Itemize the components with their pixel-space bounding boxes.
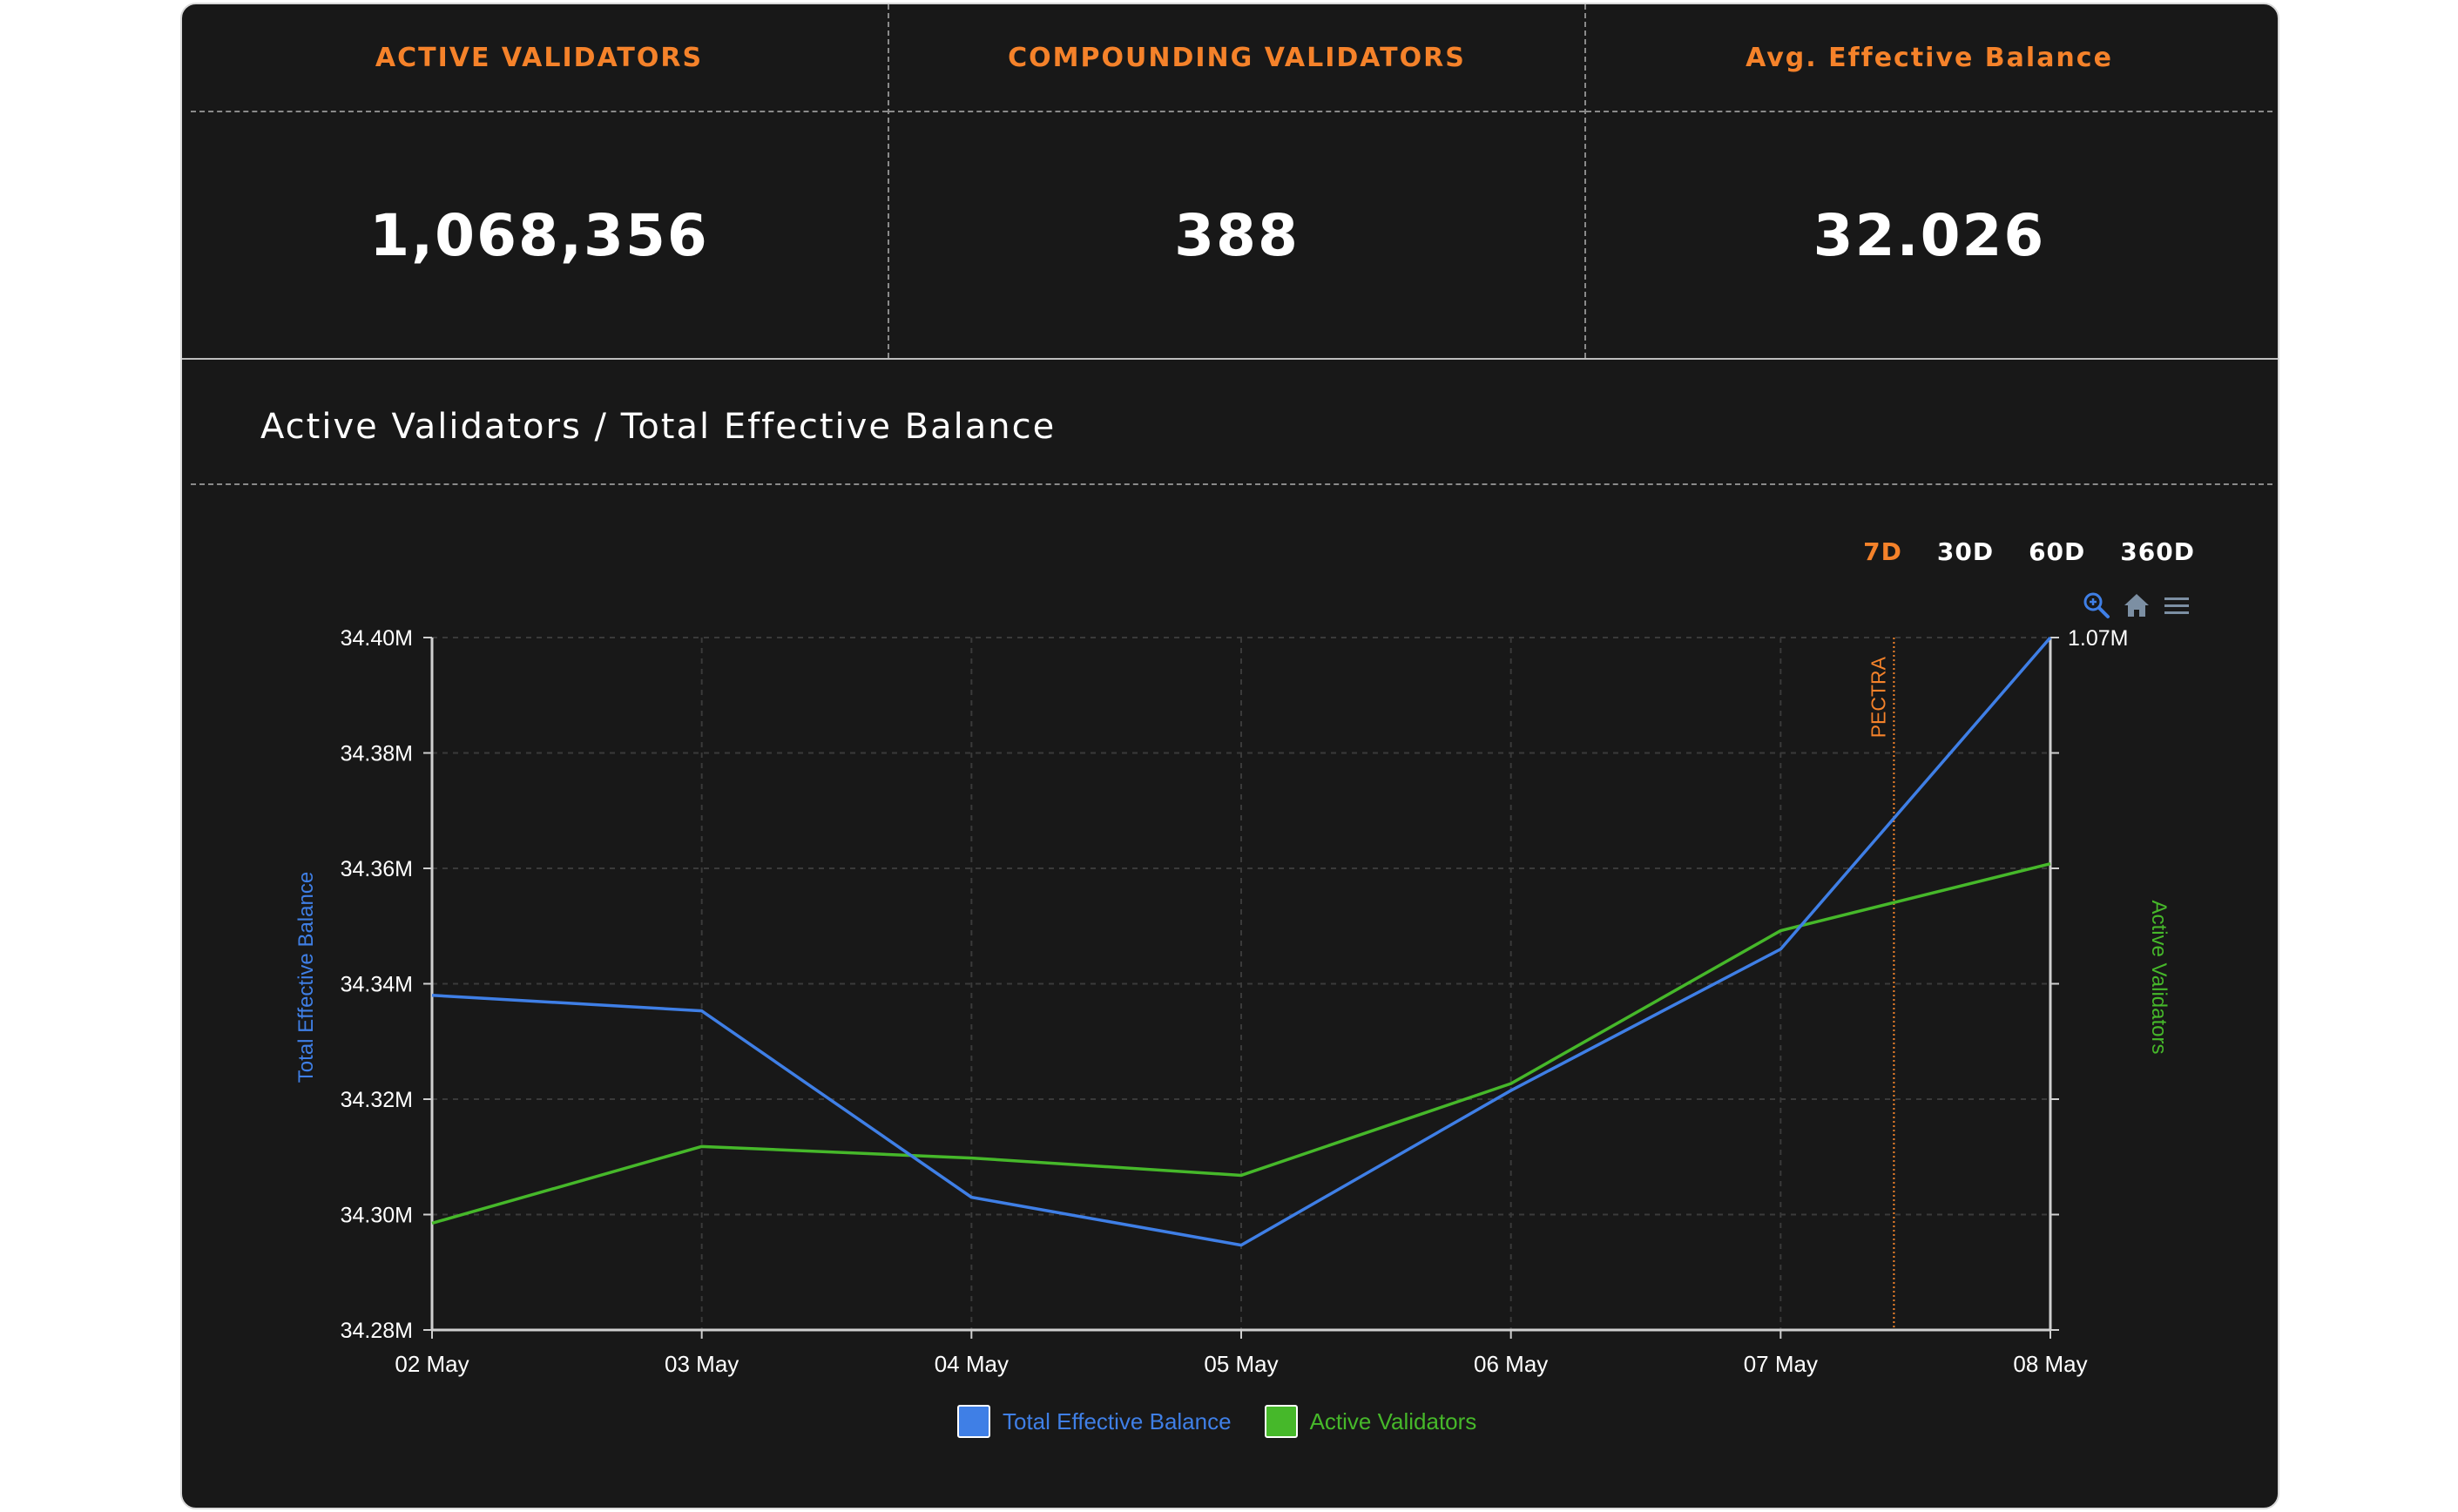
series-line-active-validators xyxy=(431,862,2051,1225)
home-icon[interactable] xyxy=(2121,590,2152,621)
x-tick-label: 08 May xyxy=(2013,1351,2087,1377)
stat-value: 32.026 xyxy=(1813,201,2046,269)
x-tick-label: 07 May xyxy=(1744,1351,1818,1377)
range-button-360d[interactable]: 360D xyxy=(2120,537,2195,566)
y-axis-title-right: Active Validators xyxy=(2147,901,2171,1055)
stat-value: 1,068,356 xyxy=(369,201,709,269)
annotation-label: PECTRA xyxy=(1867,656,1889,738)
stat-compounding-validators: COMPOUNDING VALIDATORS 388 xyxy=(888,4,1584,358)
chart-legend: Total Effective Balance Active Validator… xyxy=(957,1405,1476,1438)
y-axis-title-left: Total Effective Balance xyxy=(294,872,318,1083)
stat-label: Avg. Effective Balance xyxy=(1586,4,2272,112)
zoom-in-icon[interactable] xyxy=(2081,590,2112,621)
y-tick-label-right: 1.07M xyxy=(2068,626,2128,651)
y-tick-label: 34.38M xyxy=(341,742,413,766)
legend-swatch xyxy=(957,1405,990,1438)
x-tick-label: 05 May xyxy=(1204,1351,1278,1377)
y-tick-label: 34.40M xyxy=(341,626,413,651)
x-tick-label: 03 May xyxy=(665,1351,739,1377)
chart-header: Active Validators / Total Effective Bala… xyxy=(191,361,2272,485)
legend-item-active-validators[interactable]: Active Validators xyxy=(1264,1405,1477,1438)
legend-label: Total Effective Balance xyxy=(1003,1407,1232,1434)
stat-value: 388 xyxy=(1174,201,1300,269)
range-button-60d[interactable]: 60D xyxy=(2029,537,2086,566)
legend-label: Active Validators xyxy=(1309,1407,1477,1434)
dashboard-card: ACTIVE VALIDATORS 1,068,356 COMPOUNDING … xyxy=(180,3,2279,1509)
stats-row: ACTIVE VALIDATORS 1,068,356 COMPOUNDING … xyxy=(182,4,2278,360)
y-tick-label: 34.32M xyxy=(341,1088,413,1112)
range-button-7d[interactable]: 7D xyxy=(1863,537,1902,566)
x-tick-label: 06 May xyxy=(1474,1351,1548,1377)
legend-item-total-effective-balance[interactable]: Total Effective Balance xyxy=(957,1405,1232,1438)
range-button-30d[interactable]: 30D xyxy=(1936,537,1995,566)
chart-toolbar xyxy=(2081,590,2192,621)
x-tick-label: 04 May xyxy=(935,1351,1009,1377)
menu-icon[interactable] xyxy=(2161,590,2192,621)
stat-active-validators: ACTIVE VALIDATORS 1,068,356 xyxy=(191,4,888,358)
chart-title: Active Validators / Total Effective Bala… xyxy=(260,407,1057,447)
line-chart: 34.28M 34.30M 34.32M 34.34M 34.36M 34.38M 34.4… xyxy=(294,626,2171,1377)
y-tick-label: 34.28M xyxy=(341,1319,413,1343)
y-tick-label: 34.36M xyxy=(341,857,413,881)
stat-label: ACTIVE VALIDATORS xyxy=(191,4,888,112)
x-tick-label: 02 May xyxy=(395,1351,469,1377)
legend-swatch xyxy=(1264,1405,1298,1438)
series-line-total-effective-balance xyxy=(431,636,2052,1247)
stat-label: COMPOUNDING VALIDATORS xyxy=(889,4,1584,112)
y-tick-label: 34.30M xyxy=(341,1204,413,1228)
range-selector: 7D 30D 60D 360D xyxy=(1863,537,2195,566)
stat-avg-effective-balance: Avg. Effective Balance 32.026 xyxy=(1584,4,2272,358)
y-tick-label: 34.34M xyxy=(341,973,413,997)
